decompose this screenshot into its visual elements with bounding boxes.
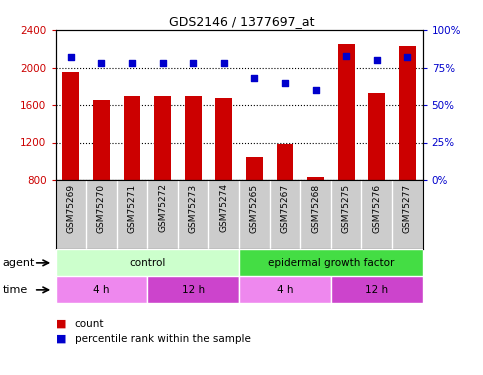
Text: percentile rank within the sample: percentile rank within the sample (75, 334, 251, 344)
Bar (246, 157, 263, 180)
Bar (56, 249, 239, 276)
Text: GSM75268: GSM75268 (311, 183, 320, 232)
Text: 12 h: 12 h (182, 285, 205, 295)
Point (98, 60, 105, 66)
Text: ■: ■ (56, 334, 66, 344)
Text: 12 h: 12 h (365, 285, 388, 295)
Bar (277, 144, 293, 180)
Bar (93, 100, 110, 180)
Text: GSM75269: GSM75269 (66, 183, 75, 232)
Bar (62, 72, 79, 180)
Point (403, 54, 411, 60)
Point (342, 53, 350, 58)
Text: GSM75272: GSM75272 (158, 183, 167, 232)
Text: ■: ■ (56, 319, 66, 329)
Text: GSM75276: GSM75276 (372, 183, 381, 232)
Point (281, 80, 289, 86)
Bar (56, 276, 147, 303)
Text: time: time (2, 285, 28, 295)
Text: count: count (75, 319, 104, 329)
Text: GSM75265: GSM75265 (250, 183, 259, 232)
Point (67, 54, 75, 60)
Text: GSM75270: GSM75270 (97, 183, 106, 232)
Bar (331, 276, 423, 303)
Point (189, 60, 197, 66)
Point (251, 75, 258, 81)
Bar (185, 96, 201, 180)
Bar (154, 96, 171, 180)
Text: GDS2146 / 1377697_at: GDS2146 / 1377697_at (169, 15, 314, 28)
Point (128, 60, 136, 66)
Point (159, 60, 167, 66)
Bar (338, 44, 355, 180)
Text: GSM75271: GSM75271 (128, 183, 137, 232)
Text: GSM75277: GSM75277 (403, 183, 412, 232)
Bar (147, 276, 239, 303)
Text: GSM75274: GSM75274 (219, 183, 228, 232)
Point (312, 87, 319, 93)
Bar (307, 177, 324, 180)
Text: 4 h: 4 h (277, 285, 293, 295)
Text: GSM75275: GSM75275 (341, 183, 351, 232)
Bar (124, 96, 141, 180)
Text: GSM75267: GSM75267 (281, 183, 289, 232)
Point (220, 60, 227, 66)
Text: epidermal growth factor: epidermal growth factor (268, 258, 394, 268)
Text: 4 h: 4 h (93, 285, 110, 295)
Text: control: control (129, 258, 166, 268)
Bar (369, 93, 385, 180)
Bar (239, 276, 331, 303)
Bar (399, 46, 416, 180)
Text: agent: agent (2, 258, 35, 268)
Point (373, 57, 381, 63)
Text: GSM75273: GSM75273 (189, 183, 198, 232)
Bar (215, 99, 232, 180)
Bar (239, 249, 423, 276)
